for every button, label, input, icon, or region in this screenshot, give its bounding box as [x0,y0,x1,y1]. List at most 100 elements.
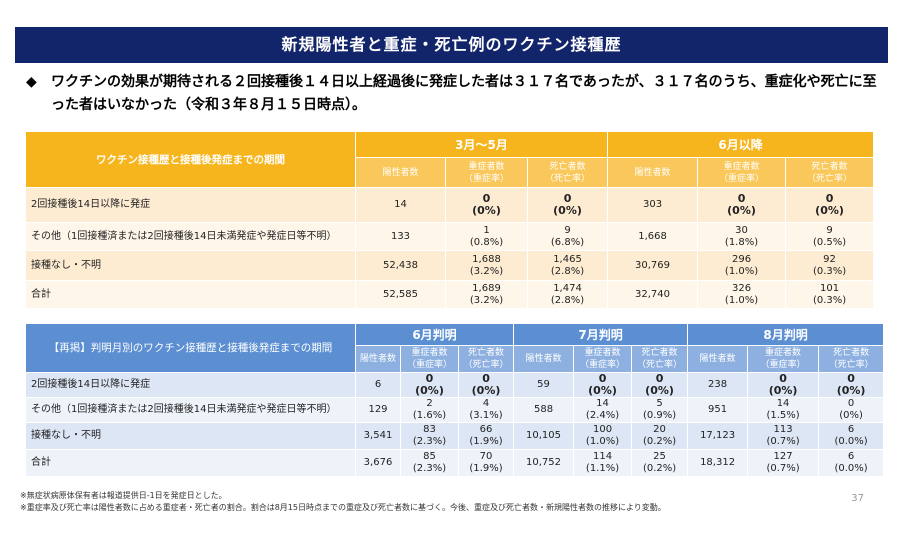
cell-rate: (0%) [768,384,798,397]
cell-value: 10,105 [526,430,562,441]
data-cell: 70 (1.9%) [457,449,515,477]
cell-rate: (1.9%) [469,463,503,474]
table1-table-row: 2回接種後14日以降に発症 14 0 (0%) 0 (0%) 303 0 (0%) 0 (0%) [25,187,875,223]
table2-column-header: 陽性者数 [687,345,749,373]
column-header-subline: （重症率） [719,173,765,184]
cell-value: 14 [394,199,407,210]
cell-value: 1,465 [553,253,582,265]
column-header-subline: （死亡率） [828,360,874,370]
row-label: 合計 [25,449,356,477]
cell-value: 133 [390,230,411,242]
data-cell: 0 (0%) [818,372,885,398]
data-cell: 52,585 [355,280,446,309]
cell-value: 3,541 [363,430,393,441]
cell-value: 0 [737,192,746,205]
column-header-subline: （重症率） [580,360,626,370]
table1-table-row: 接種なし・不明 52,438 1,688 (3.2%) 1,465 (2.8%) 30,76… [25,250,875,281]
column-header-line: 陽性者数 [525,354,562,364]
cell-rate: (0.9%) [642,410,677,421]
data-cell: 92 (0.3%) [785,250,875,281]
data-cell: 0 (0%) [526,187,609,223]
cell-rate: (0%) [553,204,582,217]
data-cell: 1,474 (2.8%) [526,280,609,309]
cell-rate: (1.8%) [724,236,759,248]
cell-value: 0 [598,372,607,385]
column-header-line: 死亡者数 [811,161,848,172]
data-cell: 3,676 [355,449,401,477]
cell-value: 0 [655,372,664,385]
data-cell: 951 [687,397,749,423]
diamond-bullet-icon: ◆ [26,74,37,90]
table1-column-header: 死亡者数 （死亡率） [526,157,609,188]
data-cell: 10,752 [513,449,575,477]
data-cell: 100 (1.0%) [573,422,633,450]
table2-group-header: 8月判明 [687,323,885,346]
cell-value: 0 [847,398,855,410]
data-cell: 5 (0.9%) [631,397,689,423]
cell-value: 1,688 [472,253,501,265]
data-cell: 296 (1.0%) [697,250,787,281]
cell-value: 0 [482,192,491,205]
data-cell: 0 (0%) [445,187,528,223]
cell-value: 0 [482,372,490,385]
table2-table-row: 2回接種後14日以降に発症 6 0 (0%) 0 (0%) 59 0 (0%) 0 (0%) 238 0… [25,372,885,398]
cell-value: 0 [779,372,787,385]
cell-value: 18,312 [700,457,736,468]
cell-rate: (0.5%) [812,236,847,248]
cell-value: 83 [423,424,436,435]
cell-rate: (0.8%) [469,236,504,248]
cell-value: 113 [773,424,793,435]
cell-value: 0 [425,372,434,385]
cell-value: 5 [656,398,663,410]
data-cell: 6 (0.0%) [818,422,885,450]
data-cell: 20 (0.2%) [631,422,689,450]
column-header-line: 陽性者数 [699,354,736,364]
column-header-line: 重症者数 [765,348,802,358]
table2-table-row: 接種なし・不明 3,541 83 (2.3%) 66 (1.9%) 10,105 100 (1.… [25,422,885,450]
cell-rate: (0.7%) [766,463,800,474]
cell-value: 303 [642,199,663,210]
cell-rate: (2.4%) [585,410,620,421]
data-cell: 133 [355,222,446,251]
cell-value: 0 [825,192,834,205]
cell-value: 0 [847,372,855,385]
cell-rate: (3.2%) [469,265,504,277]
cell-value: 0 [563,192,572,205]
vaccination-table-by-period: ワクチン接種歴と接種後発症までの期間 3月～5月 6月以降 陽性者数 重症者数 （重症率）… [25,131,875,309]
data-cell: 25 (0.2%) [631,449,689,477]
data-cell: 85 (2.3%) [400,449,459,477]
table1-column-header: 死亡者数 （死亡率） [785,157,875,188]
data-cell: 66 (1.9%) [457,422,515,450]
data-cell: 17,123 [687,422,749,450]
cell-rate: (3.2%) [469,294,504,306]
column-header-subline: （死亡率） [463,360,509,370]
column-header-line: 死亡者数 [468,348,505,358]
cell-rate: (0.0%) [834,463,868,474]
cell-rate: (0.3%) [812,294,847,306]
data-cell: 32,740 [607,280,699,309]
column-header-line: 重症者数 [584,348,621,358]
column-header-subline: （重症率） [760,360,806,370]
row-label: 合計 [25,280,356,309]
cell-value: 127 [773,451,793,462]
data-cell: 4 (3.1%) [457,397,515,423]
table2-column-header: 死亡者数 （死亡率） [631,345,689,373]
data-cell: 1,689 (3.2%) [445,280,528,309]
data-cell: 238 [687,372,749,398]
data-cell: 1,688 (3.2%) [445,250,528,281]
cell-value: 6 [374,379,382,390]
cell-value: 70 [479,451,493,462]
data-cell: 114 (1.1%) [573,449,633,477]
cell-rate: (0%) [727,204,756,217]
data-cell: 0 (0%) [747,372,820,398]
cell-value: 3,676 [363,457,393,468]
column-header-subline: （重症率） [406,360,452,370]
row-label: その他（1回接種済または2回接種後14日未満発症や発症日等不明） [25,222,356,251]
table1-column-header: 重症者数 （重症率） [697,157,787,188]
data-cell: 0 (0%) [818,397,885,423]
column-header-subline: （死亡率） [807,173,853,184]
data-cell: 0 (0%) [457,372,515,398]
cell-rate: (0%) [839,410,863,421]
cell-value: 326 [731,282,752,294]
table2-column-header: 死亡者数 （死亡率） [818,345,885,373]
